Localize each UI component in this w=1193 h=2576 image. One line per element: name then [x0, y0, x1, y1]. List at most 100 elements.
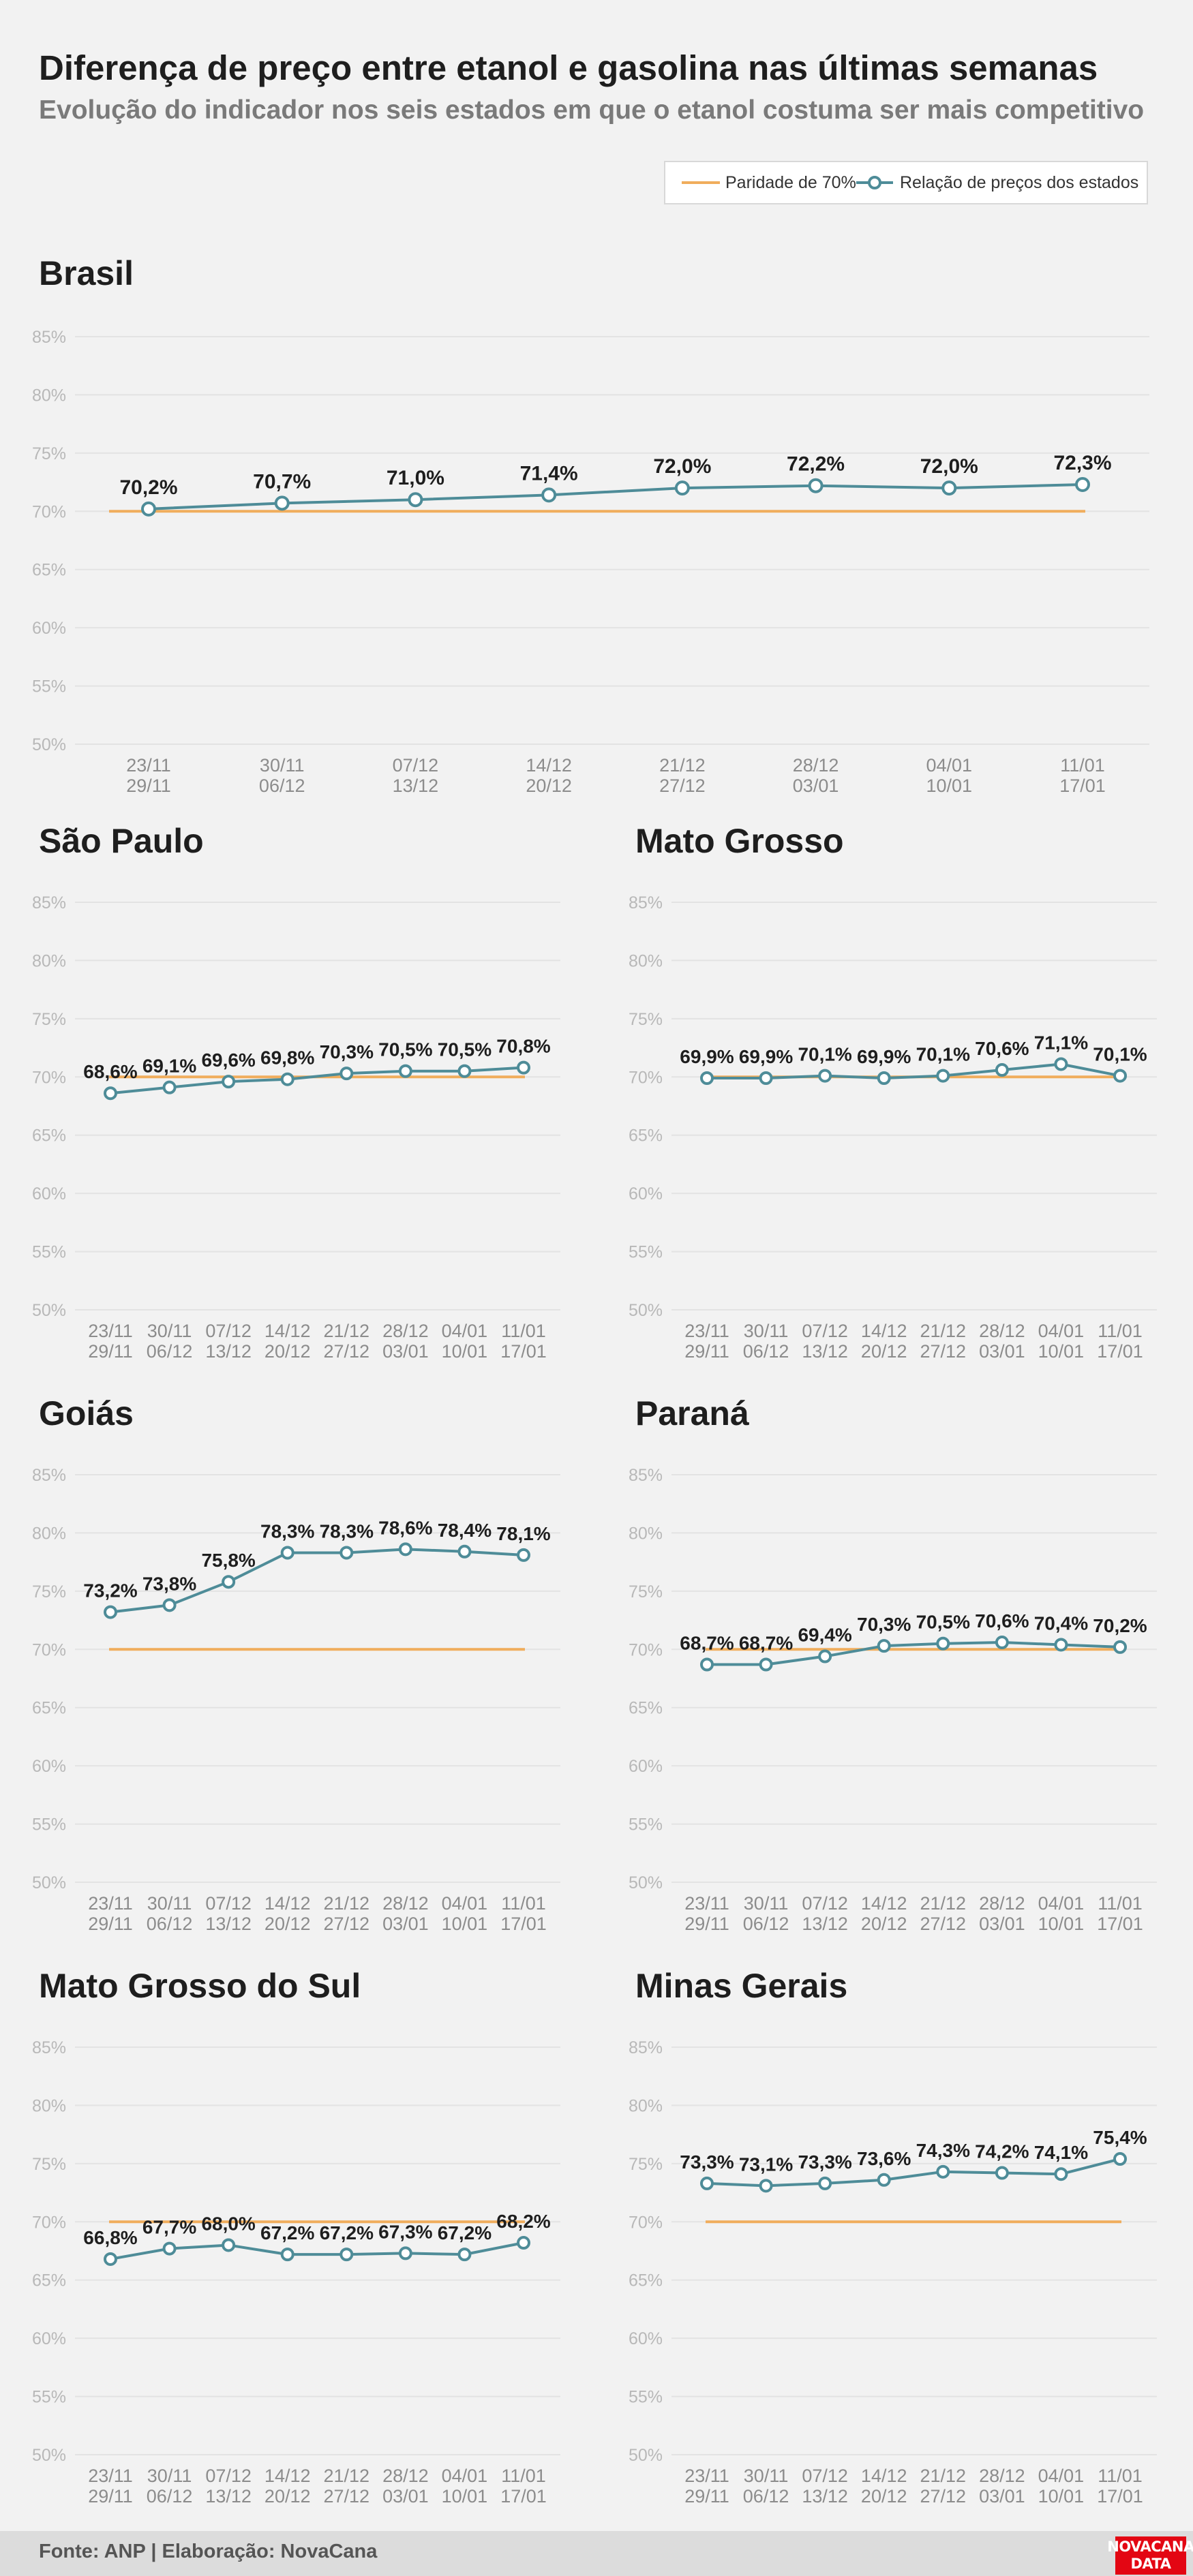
x-tick-label: 23/11 [684, 1893, 729, 1914]
x-tick-label: 06/12 [147, 1914, 193, 1934]
y-tick-label: 60% [629, 1757, 663, 1776]
data-point [1113, 1069, 1127, 1083]
x-tick-label: 04/01 [1038, 2466, 1085, 2486]
x-tick-label: 20/12 [526, 776, 572, 796]
data-point [398, 1064, 412, 1078]
data-point [759, 1657, 773, 1672]
x-tick-label: 20/12 [861, 1341, 907, 1362]
y-tick-label: 50% [32, 1873, 66, 1892]
data-point [700, 1071, 714, 1085]
x-tick-label: 07/12 [802, 2466, 848, 2486]
data-point [274, 495, 290, 511]
data-label: 67,2% [320, 2222, 374, 2243]
y-tick-label: 75% [32, 444, 66, 463]
x-tick-label: 28/12 [979, 1893, 1025, 1914]
data-point [104, 2252, 117, 2266]
data-label: 69,9% [739, 1046, 793, 1067]
x-tick-label: 10/01 [926, 776, 972, 796]
y-tick-label: 65% [32, 561, 66, 580]
x-tick-label: 07/12 [205, 1321, 252, 1341]
y-tick-label: 65% [629, 1126, 663, 1146]
ratio-line [706, 2158, 1121, 2188]
data-label: 70,5% [438, 1039, 492, 1060]
x-tick-label: 17/01 [500, 1341, 547, 1362]
x-tick-label: 11/01 [1060, 755, 1105, 776]
data-label: 68,2% [496, 2211, 550, 2232]
x-tick-label: 28/12 [382, 1321, 429, 1341]
x-tick-label: 30/11 [744, 1321, 789, 1341]
data-point [339, 2248, 354, 2262]
data-label: 70,6% [975, 1610, 1029, 1631]
data-label: 67,3% [378, 2221, 432, 2242]
data-label: 71,1% [1034, 1032, 1088, 1053]
y-tick-label: 85% [32, 893, 66, 913]
y-tick-label: 50% [32, 735, 66, 754]
data-point [280, 1072, 295, 1086]
data-point [162, 1598, 177, 1612]
x-tick-label: 11/01 [501, 2466, 546, 2486]
data-point [877, 2173, 891, 2187]
data-point [141, 501, 156, 517]
y-tick-label: 75% [32, 1010, 66, 1029]
data-label: 70,7% [253, 470, 311, 493]
data-label: 74,2% [975, 2141, 1029, 2162]
x-tick-label: 21/12 [323, 1321, 369, 1341]
source-credit: Fonte: ANP | Elaboração: NovaCana [39, 2541, 378, 2562]
y-tick-label: 65% [629, 2271, 663, 2290]
panel-title-mato-grosso: Mato Grosso [635, 822, 844, 860]
data-point [700, 1657, 714, 1672]
data-label: 72,2% [787, 453, 845, 476]
x-tick-label: 11/01 [1098, 1893, 1143, 1914]
x-tick-label: 17/01 [1097, 2486, 1143, 2506]
data-label: 73,6% [857, 2148, 911, 2169]
x-tick-label: 21/12 [920, 1321, 966, 1341]
x-tick-label: 10/01 [1038, 1341, 1085, 1362]
data-label: 69,9% [680, 1046, 734, 1067]
y-tick-label: 70% [32, 2213, 66, 2232]
data-point [700, 2176, 714, 2190]
x-tick-label: 07/12 [802, 1321, 848, 1341]
data-point [808, 478, 824, 493]
legend-item-ratio: Relação de preços dos estados [855, 162, 1138, 203]
ratio-line [110, 2241, 524, 2260]
data-label: 70,8% [496, 1036, 550, 1057]
x-tick-label: 29/11 [684, 1914, 729, 1934]
x-tick-label: 07/12 [205, 1893, 252, 1914]
x-tick-label: 06/12 [743, 1341, 789, 1362]
y-tick-label: 50% [629, 2446, 663, 2465]
y-tick-label: 50% [629, 1301, 663, 1320]
data-point [995, 1063, 1009, 1077]
data-label: 69,9% [857, 1046, 911, 1067]
x-tick-label: 13/12 [205, 1341, 252, 1362]
data-point [457, 1544, 472, 1559]
x-tick-label: 29/11 [684, 1341, 729, 1362]
y-tick-label: 55% [629, 1243, 663, 1262]
x-tick-label: 03/01 [382, 1341, 429, 1362]
data-label: 68,7% [680, 1632, 734, 1653]
data-point [818, 1649, 832, 1663]
x-tick-label: 13/12 [393, 776, 439, 796]
novacana-data-logo: NOVACANA DATA [1107, 2536, 1193, 2575]
chart-goias: 85%80%75%70%65%60%55%50%23/1129/1130/110… [32, 1466, 560, 1934]
y-tick-label: 85% [32, 1466, 66, 1485]
y-tick-label: 60% [629, 2329, 663, 2348]
data-point [877, 1639, 891, 1653]
data-label: 67,2% [260, 2222, 314, 2243]
chart-mato-grosso: 85%80%75%70%65%60%55%50%23/1129/1130/110… [629, 893, 1157, 1362]
y-tick-label: 65% [629, 1699, 663, 1718]
data-point [457, 1064, 472, 1078]
chart-legend: Paridade de 70% Relação de preços dos es… [664, 161, 1148, 204]
data-point [517, 1548, 530, 1562]
x-tick-label: 07/12 [205, 2466, 252, 2486]
y-tick-label: 70% [32, 1068, 66, 1087]
x-tick-label: 04/01 [442, 1321, 488, 1341]
chart-sao-paulo: 85%80%75%70%65%60%55%50%23/1129/1130/110… [32, 893, 560, 1362]
x-tick-label: 27/12 [920, 1341, 966, 1362]
y-tick-label: 50% [32, 2446, 66, 2465]
x-tick-label: 27/12 [323, 1341, 369, 1362]
x-tick-label: 28/12 [382, 1893, 429, 1914]
data-label: 74,1% [1034, 2142, 1088, 2163]
logo-line-2: DATA [1130, 2556, 1171, 2572]
data-label: 75,4% [1093, 2127, 1147, 2148]
legend-item-parity: Paridade de 70% [680, 162, 856, 203]
